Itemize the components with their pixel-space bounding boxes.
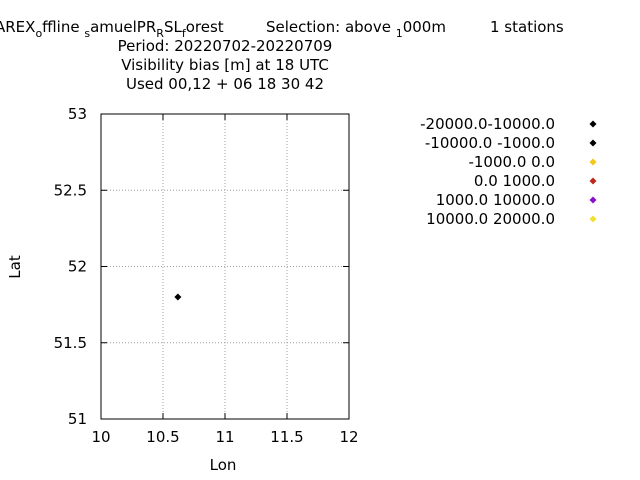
data-points — [174, 293, 182, 301]
legend-marker — [589, 196, 597, 204]
title-line-1: AREXoffline samuelPRRSLforest Selection:… — [0, 18, 564, 40]
legend-marker — [589, 120, 597, 128]
title-line-2: Period: 20220702-20220709 — [118, 37, 333, 55]
y-tick-label: 52 — [68, 258, 87, 276]
x-tick-label: 10 — [91, 428, 110, 446]
x-tick-label: 11 — [215, 428, 234, 446]
title-line-4: Used 00,12 + 06 18 30 42 — [126, 75, 324, 93]
legend-label: -10000.0 -1000.0 — [425, 134, 555, 152]
y-tick-label: 51 — [68, 410, 87, 428]
legend-label: -20000.0-10000.0 — [420, 115, 555, 133]
legend-label: -1000.0 0.0 — [468, 153, 555, 171]
title-line-3: Visibility bias [m] at 18 UTC — [121, 56, 329, 74]
y-axis-label: Lat — [6, 255, 24, 279]
y-axis-ticks: 51 51.5 52 52.5 53 — [54, 105, 349, 428]
x-axis-label: Lon — [210, 456, 237, 474]
y-tick-label: 52.5 — [54, 181, 87, 199]
x-tick-label: 12 — [339, 428, 358, 446]
legend-label: 0.0 1000.0 — [474, 172, 555, 190]
legend-marker — [589, 139, 597, 147]
legend-marker — [589, 158, 597, 166]
x-tick-label: 11.5 — [270, 428, 303, 446]
chart-title: AREXoffline samuelPRRSLforest Selection:… — [0, 18, 564, 93]
legend-label: 10000.0 20000.0 — [426, 210, 555, 228]
legend: -20000.0-10000.0-10000.0 -1000.0-1000.0 … — [420, 115, 597, 228]
x-tick-label: 10.5 — [146, 428, 179, 446]
y-tick-label: 53 — [68, 105, 87, 123]
x-axis-ticks: 10 10.5 11 11.5 12 — [91, 114, 359, 446]
legend-marker — [589, 177, 597, 185]
y-tick-label: 51.5 — [54, 334, 87, 352]
legend-marker — [589, 215, 597, 223]
data-point — [174, 293, 182, 301]
grid — [101, 114, 349, 419]
legend-label: 1000.0 10000.0 — [436, 191, 555, 209]
